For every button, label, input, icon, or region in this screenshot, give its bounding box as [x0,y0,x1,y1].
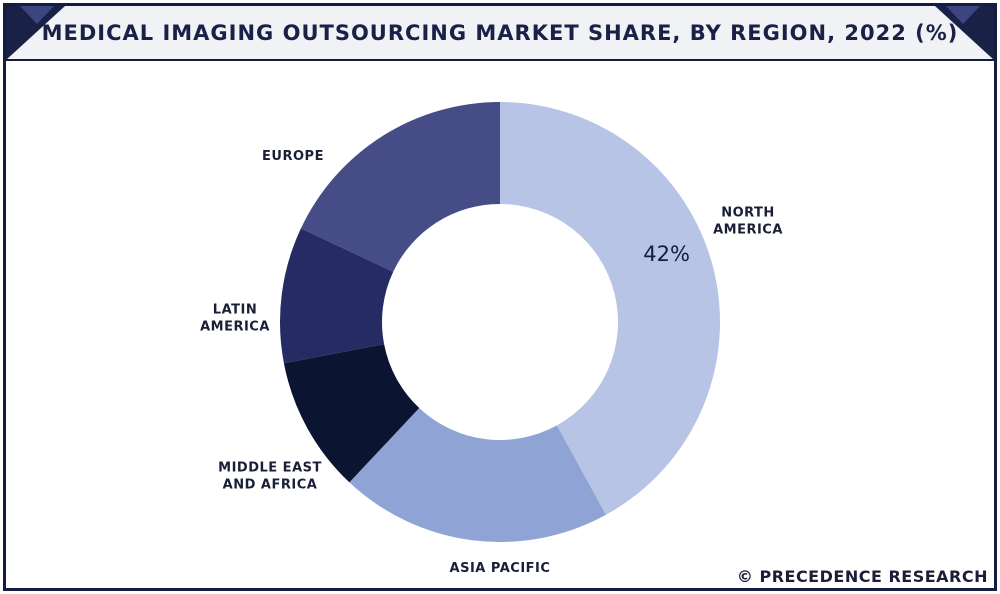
header-corner-left [6,6,65,60]
donut-slice-latin-america [279,228,394,364]
region-label-0-line-1: AMERICA [713,223,783,238]
region-label-3-line-0: LATIN [213,303,257,318]
value-label-0: 42% [643,242,690,266]
footer-credit: © PRECEDENCE RESEARCH [737,567,988,586]
region-label-1-line-0: ASIA PACIFIC [450,561,551,576]
donut-slice-asia-pacific [349,408,606,542]
donut-slices [279,102,720,542]
region-label-2-line-1: AND AFRICA [223,478,318,493]
donut-slice-middle-east-and-africa [283,344,420,483]
region-label-2-line-0: MIDDLE EAST [218,461,322,476]
chart-title: MEDICAL IMAGING OUTSOURCING MARKET SHARE… [42,21,959,45]
donut-slice-europe [300,102,500,272]
header-band [6,6,994,60]
header-corner-right-accent [946,6,980,24]
region-label-0-line-0: NORTH [721,206,775,221]
frame-border [3,3,997,591]
region-label-4-line-0: EUROPE [262,149,324,164]
slice-labels: 42% NORTH AMERICA ASIA PACIFIC MIDDLE EAST AN… [200,149,783,576]
donut-slice-north-america [500,102,720,515]
header-corner-left-accent [20,6,54,24]
header-corner-right [935,6,994,60]
region-label-3-line-1: AMERICA [200,320,270,335]
